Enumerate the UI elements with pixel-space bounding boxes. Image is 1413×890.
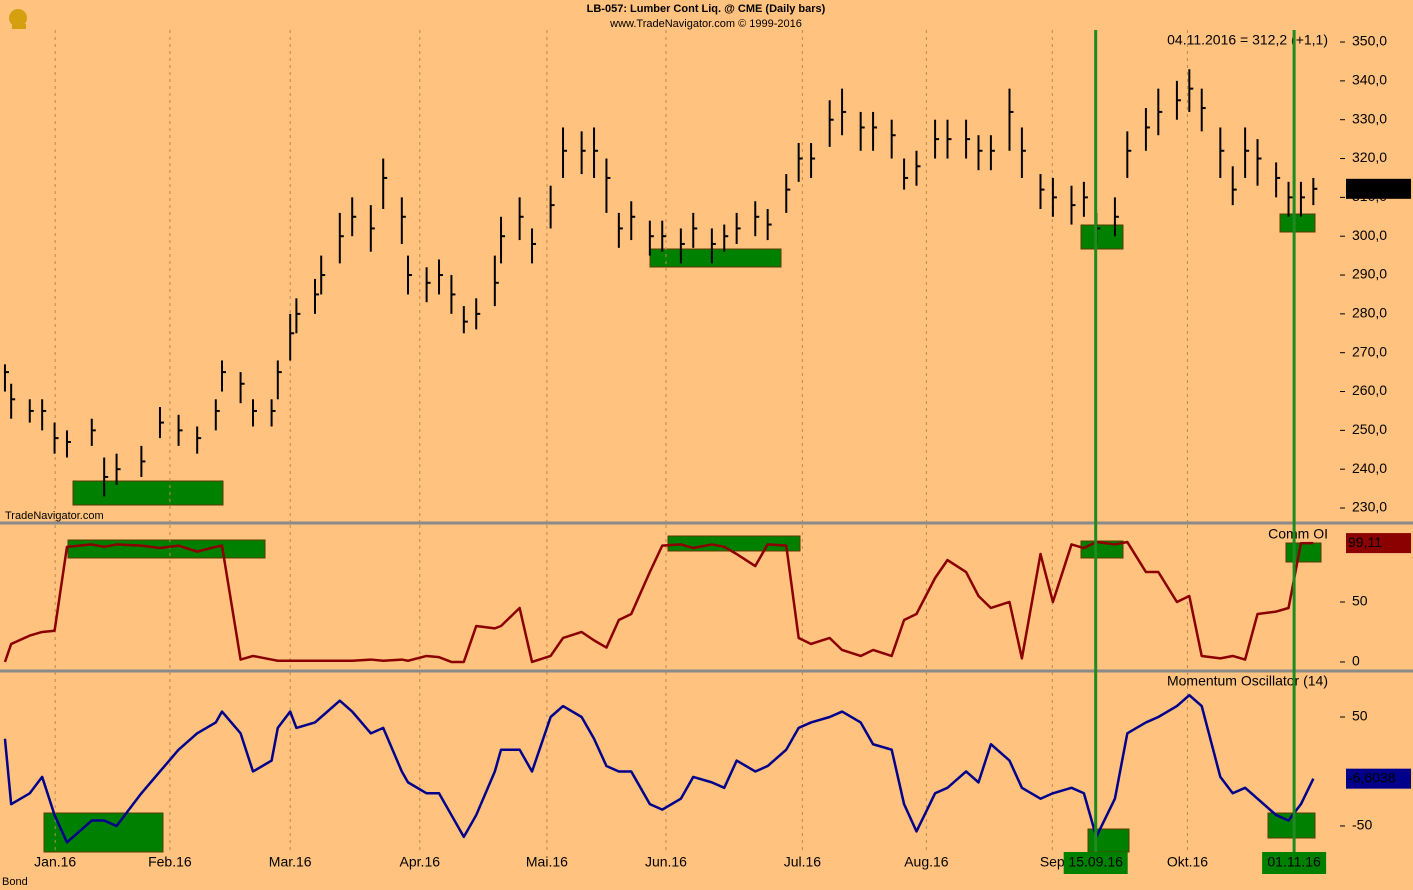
y-tick-label: -50 <box>1352 817 1372 833</box>
zone <box>1080 224 1124 250</box>
chart-subtitle: www.TradeNavigator.com © 1999-2016 <box>609 18 802 30</box>
y-tick-label: 330,0 <box>1352 110 1387 126</box>
y-tick-label: 270,0 <box>1352 343 1387 359</box>
x-tick-label: Aug.16 <box>904 854 949 870</box>
zone <box>67 539 266 559</box>
y-tick-label: 50 <box>1352 708 1368 724</box>
logo <box>9 9 27 29</box>
footer: Bond <box>2 876 28 888</box>
x-tick-label: Jun.16 <box>645 854 687 870</box>
zone <box>649 248 782 268</box>
y-tick-label: 280,0 <box>1352 305 1387 321</box>
zone <box>72 480 224 506</box>
last-value-box <box>1346 533 1411 554</box>
signal-date-box <box>1063 852 1128 874</box>
last-value-box <box>1346 768 1411 789</box>
y-tick-label: 230,0 <box>1352 499 1387 515</box>
y-tick-label: 300,0 <box>1352 227 1387 243</box>
x-tick-label: Jan.16 <box>34 854 76 870</box>
signal-date: 15.09.16 <box>1068 854 1123 870</box>
source: TradeNavigator.com <box>5 510 104 522</box>
chart-title: LB-057: Lumber Cont Liq. @ CME (Daily ba… <box>587 3 826 15</box>
zone <box>1279 213 1316 233</box>
x-tick-label: Mai.16 <box>526 854 568 870</box>
y-tick-label: 350,0 <box>1352 33 1387 49</box>
x-tick-label: Feb.16 <box>148 854 192 870</box>
panel-title: Momentum Oscillator (14) <box>1167 673 1328 689</box>
y-tick-label: 240,0 <box>1352 460 1387 476</box>
x-tick-label: Sep <box>1040 854 1065 870</box>
zone <box>1285 542 1322 563</box>
x-tick-label: Mar.16 <box>269 854 312 870</box>
last-value-label: 312,2 <box>1348 180 1383 196</box>
annotation: 04.11.2016 = 312,2 (+1,1) <box>1167 32 1328 48</box>
last-value-label: 99,11 <box>1348 534 1382 550</box>
x-tick-label: Jul.16 <box>784 854 822 870</box>
y-tick-label: 320,0 <box>1352 149 1387 165</box>
y-tick-label: 250,0 <box>1352 421 1387 437</box>
y-tick-label: 0 <box>1352 653 1360 669</box>
x-tick-label: Apr.16 <box>400 854 441 870</box>
y-tick-label: 290,0 <box>1352 266 1387 282</box>
last-value-box <box>1346 178 1411 199</box>
zone <box>667 535 801 552</box>
signal-date: 01.11.16 <box>1267 854 1321 870</box>
x-tick-label: Okt.16 <box>1167 854 1208 870</box>
signal-date-box <box>1262 852 1327 874</box>
y-tick-label: 260,0 <box>1352 382 1387 398</box>
y-tick-label: 340,0 <box>1352 72 1387 88</box>
y-tick-label: 50 <box>1352 593 1368 609</box>
panel-title: Comm OI <box>1268 526 1328 542</box>
last-value-label: -6,6038 <box>1348 769 1396 785</box>
